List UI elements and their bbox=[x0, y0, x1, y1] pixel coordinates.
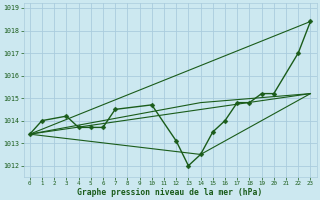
X-axis label: Graphe pression niveau de la mer (hPa): Graphe pression niveau de la mer (hPa) bbox=[77, 188, 263, 197]
